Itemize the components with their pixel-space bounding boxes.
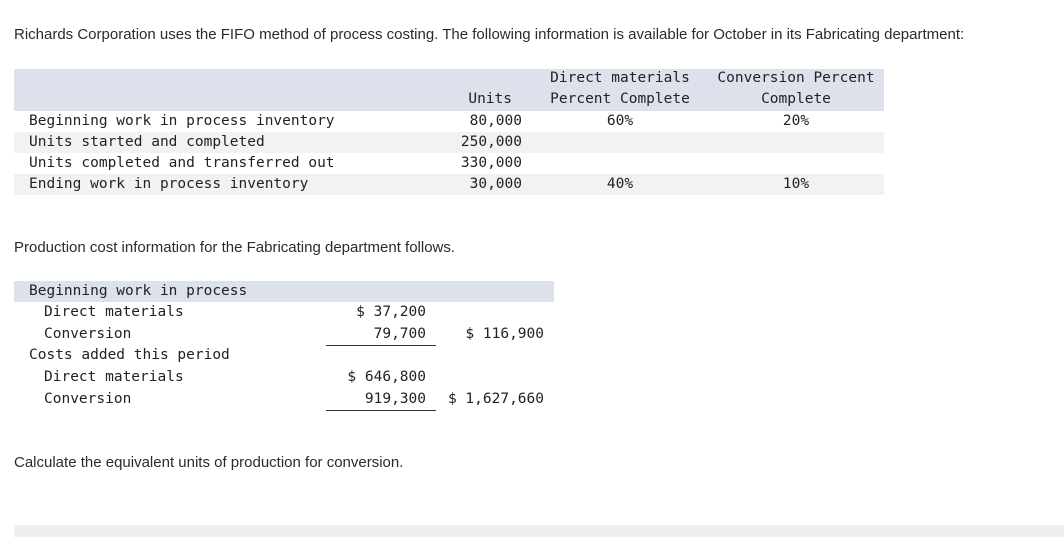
row-label: Beginning work in process inventory — [29, 113, 335, 129]
added-subtotal-underline — [326, 410, 436, 411]
header-dm-line1: Direct materials — [550, 70, 690, 86]
row-label: Units completed and transferred out — [29, 155, 335, 171]
added-conv-label: Conversion — [44, 391, 132, 407]
row-units: 80,000 — [469, 113, 522, 129]
beg-dm-value: $ 37,200 — [356, 304, 426, 320]
added-dm-value: $ 646,800 — [347, 369, 426, 385]
row-units: 330,000 — [460, 155, 522, 171]
row-units: 30,000 — [469, 176, 522, 192]
added-conv-value: 919,300 — [364, 391, 426, 407]
total-costs-value: $ 1,627,660 — [447, 391, 544, 407]
row-dm-pct: 60% — [606, 113, 634, 129]
costs-added-label: Costs added this period — [29, 347, 230, 363]
row-label: Units started and completed — [29, 134, 265, 150]
beg-conv-label: Conversion — [44, 326, 132, 342]
question-text: Calculate the equivalent units of produc… — [14, 454, 404, 471]
stripe-row-4 — [14, 174, 884, 195]
answer-area[interactable] — [14, 525, 1064, 537]
row-conv-pct: 10% — [782, 176, 810, 192]
cost-intro-text: Production cost information for the Fabr… — [14, 239, 456, 256]
beg-subtotal-underline — [326, 345, 436, 346]
added-dm-label: Direct materials — [44, 369, 184, 385]
row-label: Ending work in process inventory — [29, 176, 309, 192]
beg-dm-label: Direct materials — [44, 304, 184, 320]
beginning-wip-label: Beginning work in process — [29, 283, 248, 299]
header-units: Units — [468, 91, 512, 107]
row-dm-pct: 40% — [606, 176, 634, 192]
row-units: 250,000 — [460, 134, 522, 150]
units-table-header-band — [14, 69, 884, 111]
stripe-row-2 — [14, 132, 884, 153]
header-conv-line1: Conversion Percent — [717, 70, 875, 86]
cost-table-header-band — [14, 281, 554, 302]
beg-conv-value: 79,700 — [373, 326, 426, 342]
header-dm-line2: Percent Complete — [550, 91, 690, 107]
intro-text: Richards Corporation uses the FIFO metho… — [14, 26, 965, 43]
header-conv-line2: Complete — [761, 91, 831, 107]
row-conv-pct: 20% — [782, 113, 810, 129]
beg-total-value: $ 116,900 — [465, 326, 544, 342]
